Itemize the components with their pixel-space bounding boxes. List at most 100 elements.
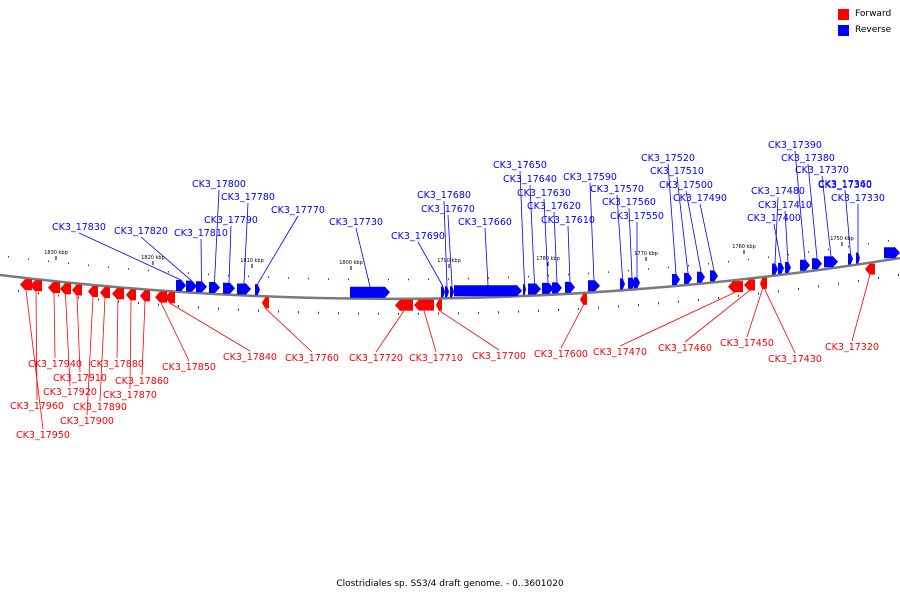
reverse-gene-label: CK3_17770: [271, 205, 325, 216]
forward-gene-label: CK3_17710: [409, 353, 463, 364]
ruler-tick-mark: [468, 277, 469, 280]
ruler-tick-mark: [748, 258, 749, 261]
reverse-gene-arrow: [588, 280, 600, 292]
ruler-tick-mark: [298, 311, 299, 314]
reverse-gene-label: CK3_17820: [114, 226, 168, 237]
reverse-gene-label: CK3_17500: [659, 180, 713, 191]
ruler-tick-mark: [708, 262, 709, 265]
forward-leader-line: [684, 290, 750, 343]
forward-gene-label: CK3_17720: [349, 353, 403, 364]
reverse-gene-arrow: [176, 279, 186, 291]
ruler-tick-mark: [688, 264, 689, 267]
reverse-gene-label: CK3_17780: [221, 192, 275, 203]
ruler-major-tick: [152, 261, 154, 265]
forward-leader-line: [35, 291, 38, 401]
reverse-gene-label: CK3_17610: [541, 215, 595, 226]
forward-gene-label: CK3_17890: [73, 402, 127, 413]
ruler-major-tick: [645, 257, 647, 261]
reverse-gene-arrow: [634, 277, 640, 289]
reverse-leader-line: [784, 210, 789, 262]
forward-leader-line: [746, 288, 763, 338]
ruler-tick-mark: [258, 309, 259, 312]
reverse-gene-arrow: [528, 283, 541, 295]
ruler-tick-mark: [628, 269, 629, 272]
ruler-tick-mark: [718, 296, 719, 299]
reverse-gene-label: CK3_17360: [818, 179, 872, 190]
forward-gene-label: CK3_17940: [28, 359, 82, 370]
reverse-gene-arrow: [441, 286, 445, 298]
ruler-tick-mark: [248, 275, 249, 278]
ruler-tick-mark: [778, 290, 779, 293]
reverse-leader-line: [529, 184, 535, 284]
reverse-gene-label: CK3_17650: [493, 160, 547, 171]
ruler-tick-mark: [138, 302, 139, 305]
reverse-leader-line: [200, 238, 202, 282]
ruler-labels: 1830 kbp 1820 kbp 1810 kbp 1800 kbp 1790 kbp…: [44, 236, 854, 266]
forward-gene-label: CK3_17470: [593, 347, 647, 358]
forward-gene-arrow: [126, 289, 136, 301]
reverse-leader-line: [589, 182, 595, 281]
ruler-tick-mark: [328, 278, 329, 280]
forward-gene-arrow: [112, 288, 124, 300]
reverse-gene-label: CK3_17550: [610, 211, 664, 222]
ruler-tick-mark: [838, 282, 839, 285]
ruler-tick-mark: [788, 253, 789, 256]
reverse-leader-line: [355, 227, 371, 287]
ruler-tick-mark: [98, 298, 99, 301]
forward-gene-arrow: [140, 290, 150, 302]
reverse-gene-arrow: [542, 282, 554, 294]
ruler-tick-mark: [308, 277, 309, 280]
reverse-gene-label: CK3_17560: [602, 197, 656, 208]
forward-gene-arrow: [155, 291, 167, 303]
reverse-gene-arrow: [824, 256, 838, 268]
ruler-tick-mark: [828, 248, 829, 251]
ruler-tick-mark: [78, 296, 79, 299]
reverse-leader-line: [794, 150, 806, 260]
reverse-gene-label: CK3_17620: [527, 201, 581, 212]
ruler-major-tick: [448, 264, 450, 268]
reverse-leader-line: [519, 170, 525, 284]
ruler-tick-mark: [598, 306, 599, 309]
ruler-major-tick: [55, 256, 57, 260]
ruler-tick-mark: [198, 306, 199, 309]
ruler-tick-mark: [798, 287, 799, 290]
reverse-gene-arrow: [856, 252, 860, 264]
ruler-tick-mark: [528, 275, 529, 278]
reverse-gene-label: CK3_17390: [768, 140, 822, 151]
reverse-leader-line: [417, 241, 444, 287]
ruler-tick-mark: [338, 312, 339, 315]
reverse-leader-line: [78, 232, 182, 281]
reverse-gene-arrow: [697, 271, 705, 283]
reverse-leader-line: [685, 190, 702, 272]
ruler-tick-mark: [808, 251, 809, 253]
legend-reverse-swatch: [838, 25, 849, 36]
reverse-gene-label: CK3_17520: [641, 153, 695, 164]
ruler-tick-mark: [218, 307, 219, 310]
ruler-tick-mark: [618, 305, 619, 308]
ruler-tick-mark: [48, 260, 49, 263]
reverse-leader-line: [140, 236, 192, 281]
forward-leader-line: [764, 288, 796, 354]
reverse-leader-line: [484, 227, 489, 286]
forward-leader-line: [86, 296, 94, 416]
forward-gene-label: CK3_17910: [53, 373, 107, 384]
forward-gene-arrow: [72, 284, 82, 296]
forward-leader-line: [76, 295, 81, 373]
reverse-gene-arrow: [523, 283, 526, 295]
reverse-leader-line: [543, 198, 549, 283]
ruler-tick-mark: [578, 307, 579, 310]
reverse-leader-line: [628, 207, 633, 278]
ruler-tick-mark: [388, 278, 389, 281]
forward-leader-line: [160, 302, 190, 362]
forward-gene-label: CK3_17320: [825, 342, 879, 353]
reverse-gene-label: CK3_17680: [417, 190, 471, 201]
forward-gene-label: CK3_17600: [534, 349, 588, 360]
ruler-major-tick: [841, 242, 843, 246]
legend-forward-label: Forward: [855, 9, 892, 19]
ruler-tick-mark: [558, 308, 559, 311]
reverse-gene-arrow: [772, 263, 778, 275]
ruler-tick-mark: [538, 309, 539, 312]
forward-gene-label: CK3_17430: [768, 354, 822, 365]
legend-reverse-label: Reverse: [855, 25, 892, 35]
reverse-gene-label: CK3_17330: [831, 193, 885, 204]
